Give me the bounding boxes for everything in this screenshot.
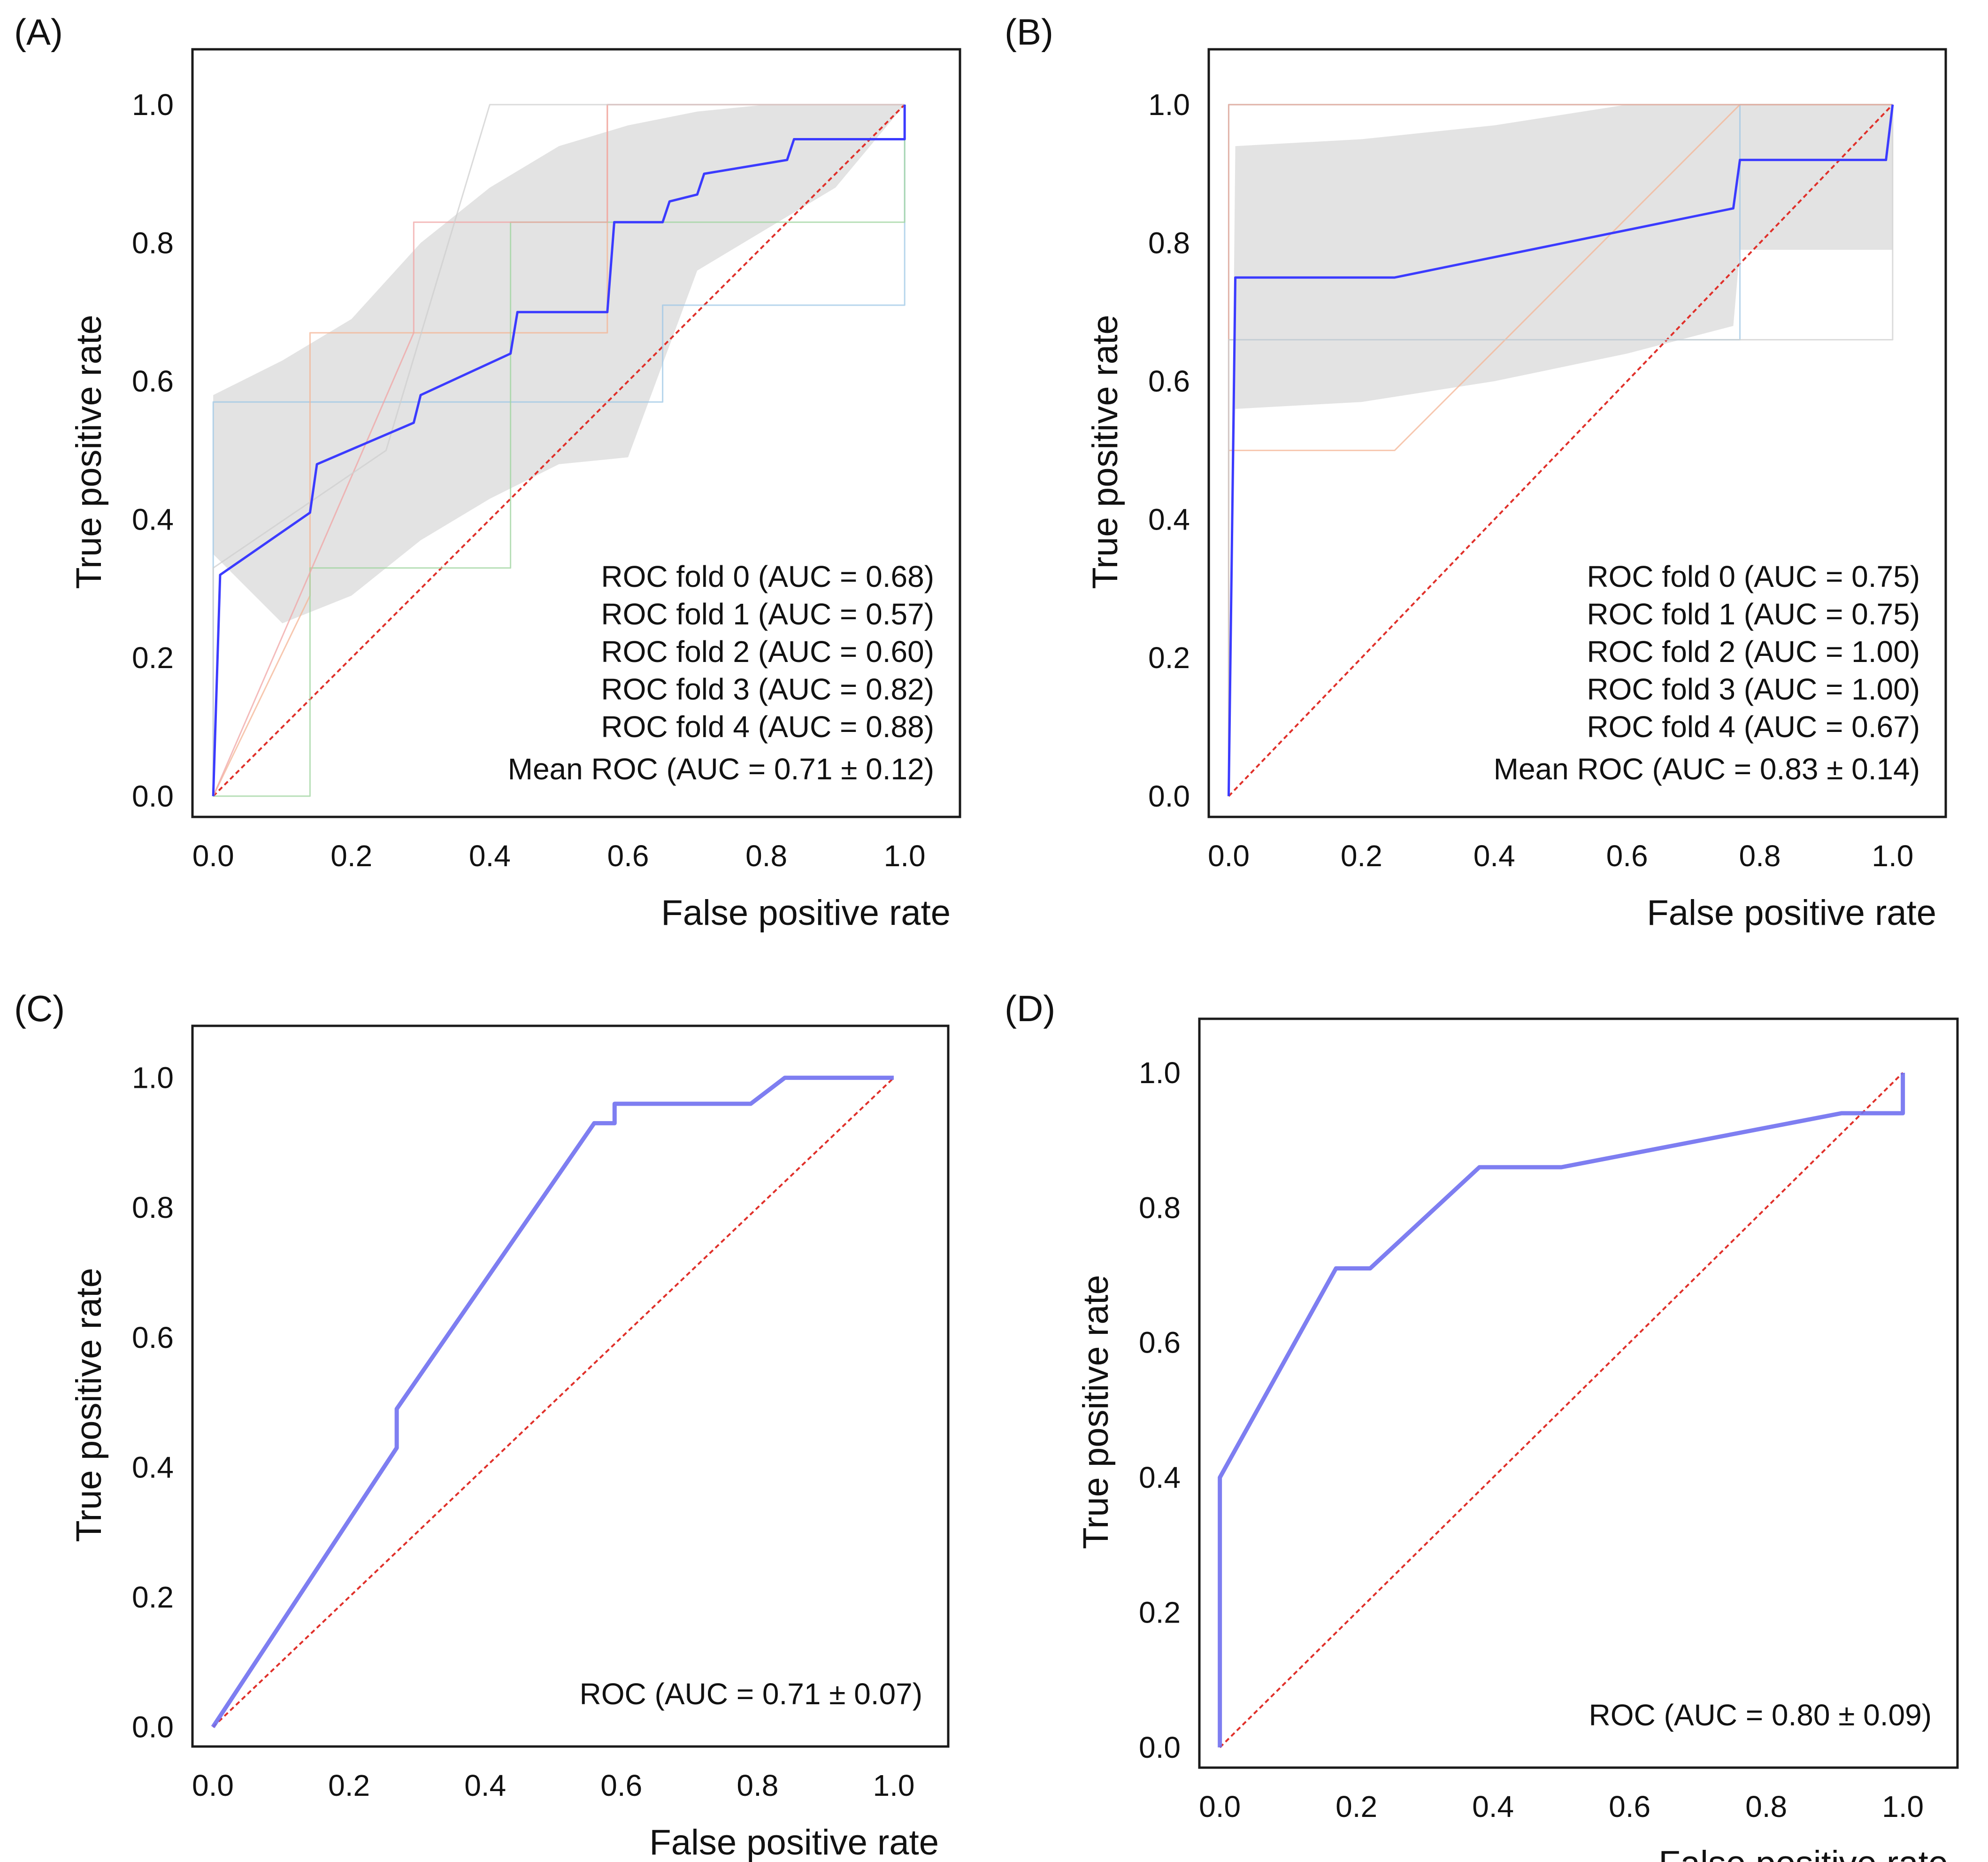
chance-diagonal — [1228, 104, 1894, 797]
legend-entry: Mean ROC (AUC = 0.71 ± 0.12) — [508, 752, 934, 786]
series-line-fold-4 — [1228, 104, 1894, 796]
x-tick-label: 0.6 — [607, 839, 649, 873]
plot-frame — [191, 1024, 950, 1748]
plot-frame — [191, 48, 961, 818]
plot-frame — [1198, 1017, 1959, 1769]
panel-b: (B) 0.0 0.2 0.4 0.6 0.8 1.0 0.0 0.2 0.4 0.6 0.8 1.0 F… — [1005, 11, 1947, 933]
y-tick-label: 0.6 — [1148, 364, 1190, 398]
y-tick-label: 1.0 — [132, 1061, 174, 1095]
y-axis-label: True positive rate — [1085, 315, 1125, 589]
y-axis-label: True positive rate — [69, 1268, 109, 1542]
x-tick-label: 0.2 — [330, 839, 372, 873]
y-axis-label: True positive rate — [69, 315, 109, 589]
series-line-fold-0 — [212, 104, 906, 796]
series-line-mean — [1227, 104, 1894, 796]
x-tick-label: 0.2 — [1336, 1790, 1377, 1824]
y-tick-label: 0.2 — [132, 1580, 174, 1614]
y-tick-label: 0.2 — [1139, 1596, 1181, 1630]
y-tick-label: 0.8 — [132, 1191, 174, 1224]
x-tick-label: 0.4 — [469, 839, 511, 873]
legend-entry: ROC fold 1 (AUC = 0.57) — [601, 597, 934, 631]
legend-entry: ROC fold 3 (AUC = 1.00) — [1587, 672, 1920, 706]
x-axis-label: False positive rate — [1647, 893, 1936, 933]
legend-entry: ROC fold 2 (AUC = 0.60) — [601, 635, 934, 669]
x-tick-label: 0.2 — [328, 1769, 370, 1802]
y-tick-label: 1.0 — [1148, 88, 1190, 122]
x-tick-label: 0.8 — [1745, 1790, 1787, 1824]
y-tick-label: 0.2 — [1148, 641, 1190, 675]
panel-label: (B) — [1005, 11, 1053, 53]
series-line-mean — [1218, 1072, 1905, 1747]
y-tick-label: 0.0 — [1139, 1731, 1181, 1764]
x-tick-label: 1.0 — [1882, 1790, 1924, 1824]
x-tick-label: 1.0 — [873, 1769, 914, 1802]
y-tick-label: 0.8 — [1148, 226, 1190, 260]
legend-entry: ROC fold 0 (AUC = 0.68) — [601, 560, 934, 593]
y-tick-label: 0.6 — [1139, 1326, 1181, 1360]
y-tick-label: 0.0 — [132, 1710, 174, 1744]
x-tick-label: 0.0 — [192, 1769, 234, 1802]
x-tick-label: 0.6 — [1609, 1790, 1650, 1824]
legend-entry: ROC fold 1 (AUC = 0.75) — [1587, 597, 1920, 631]
x-tick-label: 0.4 — [1472, 1790, 1514, 1824]
x-tick-label: 0.0 — [1208, 839, 1250, 873]
x-tick-label: 0.2 — [1341, 839, 1382, 873]
y-tick-label: 0.0 — [132, 779, 174, 813]
legend-entry: ROC fold 4 (AUC = 0.88) — [601, 710, 934, 744]
x-tick-label: 0.6 — [600, 1769, 642, 1802]
series-line-fold-2 — [213, 104, 906, 797]
y-tick-label: 0.8 — [132, 226, 174, 260]
series-line-mean — [211, 1076, 894, 1728]
x-tick-label: 0.0 — [1199, 1790, 1241, 1824]
x-tick-label: 0.6 — [1606, 839, 1648, 873]
y-tick-label: 0.6 — [132, 1321, 174, 1354]
series-line-fold-4 — [212, 104, 905, 796]
x-tick-label: 0.0 — [192, 839, 234, 873]
x-tick-label: 0.8 — [737, 1769, 778, 1802]
y-tick-label: 0.6 — [132, 364, 174, 398]
plot-frame — [1207, 48, 1947, 818]
x-tick-label: 1.0 — [884, 839, 926, 873]
y-tick-label: 0.4 — [132, 1450, 174, 1484]
y-tick-label: 1.0 — [132, 88, 174, 122]
series-line-mean — [212, 104, 906, 796]
panel-a: (A) 0.0 0.2 0.4 0.6 0.8 1.0 0.0 0.2 0.4 0.6 0.8 1.0 F… — [14, 11, 961, 933]
y-tick-label: 0.4 — [132, 503, 174, 537]
y-tick-label: 0.2 — [132, 641, 174, 675]
chance-diagonal — [212, 104, 906, 797]
legend-entry: ROC fold 0 (AUC = 0.75) — [1587, 560, 1920, 593]
x-tick-label: 1.0 — [1872, 839, 1913, 873]
y-tick-label: 0.4 — [1139, 1461, 1181, 1494]
legend-entry: ROC fold 3 (AUC = 0.82) — [601, 672, 934, 706]
std-band — [213, 104, 905, 623]
x-tick-label: 0.4 — [1474, 839, 1515, 873]
panel-d: (D) 0.0 0.2 0.4 0.6 0.8 1.0 0.0 0.2 0.4 0.6 0.8 1.0 F… — [1005, 988, 1959, 1862]
x-axis-label: False positive rate — [649, 1823, 939, 1862]
panel-label: (D) — [1005, 988, 1055, 1029]
panel-label: (C) — [14, 988, 65, 1029]
legend-entry: ROC fold 4 (AUC = 0.67) — [1587, 710, 1920, 744]
x-axis-label: False positive rate — [1658, 1844, 1948, 1862]
y-tick-label: 0.8 — [1139, 1191, 1181, 1224]
legend-entry: ROC (AUC = 0.80 ± 0.09) — [1589, 1698, 1932, 1732]
y-tick-label: 1.0 — [1139, 1056, 1181, 1090]
legend-entry: Mean ROC (AUC = 0.83 ± 0.14) — [1494, 752, 1920, 786]
x-tick-label: 0.8 — [745, 839, 787, 873]
x-axis-label: False positive rate — [661, 893, 951, 933]
y-tick-label: 0.4 — [1148, 503, 1190, 537]
legend-entry: ROC fold 2 (AUC = 1.00) — [1587, 635, 1920, 669]
chance-diagonal — [1219, 1072, 1904, 1748]
y-axis-label: True positive rate — [1076, 1275, 1116, 1549]
x-tick-label: 0.4 — [464, 1769, 506, 1802]
y-tick-label: 0.0 — [1148, 779, 1190, 813]
legend-entry: ROC (AUC = 0.71 ± 0.07) — [580, 1677, 923, 1711]
panel-c: (C) 0.0 0.2 0.4 0.6 0.8 1.0 0.0 0.2 0.4 0.6 0.8 1.0 F… — [14, 988, 950, 1862]
x-tick-label: 0.8 — [1739, 839, 1781, 873]
chance-diagonal — [212, 1077, 895, 1728]
panel-label: (A) — [14, 11, 63, 53]
